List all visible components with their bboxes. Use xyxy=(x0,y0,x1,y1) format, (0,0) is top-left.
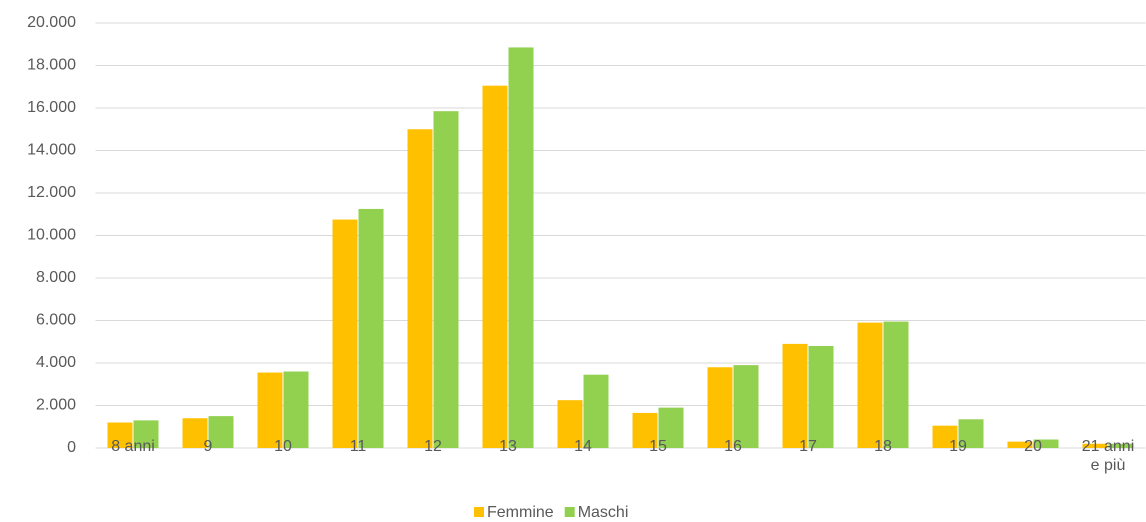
x-tick-label: 10 xyxy=(274,438,292,455)
bar xyxy=(583,374,609,448)
bar xyxy=(433,111,459,448)
y-tick-label: 12.000 xyxy=(27,184,76,201)
bar xyxy=(857,322,883,448)
x-tick-label: 11 xyxy=(349,438,367,455)
x-tick-label: 15 xyxy=(649,438,667,455)
legend-swatch xyxy=(474,507,484,517)
bar xyxy=(358,208,384,448)
bar xyxy=(958,419,984,448)
x-tick-label: 14 xyxy=(574,438,592,455)
bar xyxy=(1108,443,1134,448)
x-tick-label: 12 xyxy=(424,438,442,455)
y-tick-label: 18.000 xyxy=(27,57,76,74)
bar xyxy=(283,371,309,448)
x-tick-label: 8 anni xyxy=(111,438,155,455)
bar xyxy=(107,422,133,448)
x-tick-label: 17 xyxy=(799,438,817,455)
y-tick-label: 20.000 xyxy=(27,14,76,31)
legend-swatch xyxy=(564,507,575,517)
bar xyxy=(808,346,834,448)
x-tick-label: 19 xyxy=(949,438,967,455)
x-tick-label: 16 xyxy=(724,438,742,455)
bar xyxy=(208,416,234,448)
y-tick-label: 16.000 xyxy=(27,99,76,116)
y-tick-label: 6.000 xyxy=(36,312,76,329)
bar xyxy=(182,418,208,448)
bar xyxy=(332,219,358,448)
bar xyxy=(883,321,909,448)
y-tick-label: 10.000 xyxy=(27,227,76,244)
bar xyxy=(508,47,534,448)
bar xyxy=(257,372,283,448)
legend-label: Maschi xyxy=(578,504,629,521)
legend-label: Femmine xyxy=(487,504,554,521)
bar xyxy=(632,412,658,448)
bar xyxy=(482,85,508,448)
bar xyxy=(733,365,759,448)
bar xyxy=(133,420,159,448)
x-tick-label: 9 xyxy=(203,438,213,455)
bar xyxy=(658,407,684,448)
bar xyxy=(932,425,958,448)
bar xyxy=(782,343,808,448)
x-tick-label: 20 xyxy=(1024,438,1042,455)
bar xyxy=(407,129,433,448)
x-tick-label: 21 anni e più xyxy=(1081,438,1135,474)
x-tick-label: 18 xyxy=(874,438,892,455)
bar xyxy=(1082,443,1108,448)
bar xyxy=(707,367,733,448)
y-tick-label: 0 xyxy=(67,439,76,456)
bar xyxy=(1007,441,1033,448)
bar xyxy=(1033,439,1059,448)
y-tick-label: 2.000 xyxy=(36,397,76,414)
y-tick-label: 8.000 xyxy=(36,269,76,286)
bar xyxy=(557,400,583,448)
x-tick-label: 13 xyxy=(499,438,517,455)
y-tick-label: 4.000 xyxy=(36,354,76,371)
y-tick-label: 14.000 xyxy=(27,142,76,159)
